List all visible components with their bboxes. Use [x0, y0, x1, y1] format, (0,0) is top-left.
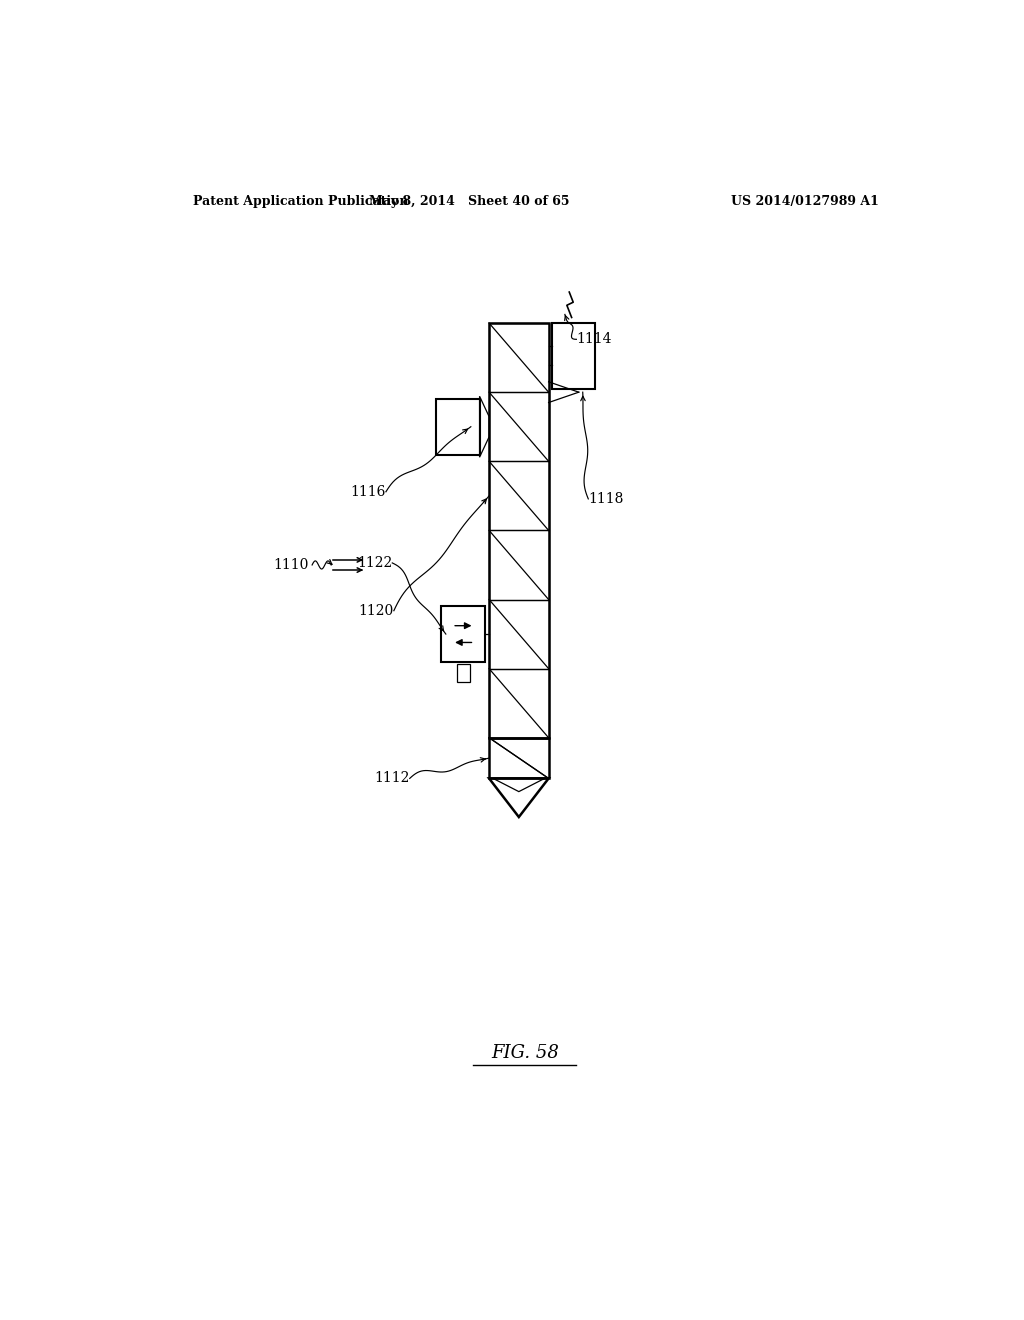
- Bar: [489, 738, 549, 779]
- Text: 1118: 1118: [588, 492, 624, 506]
- Text: May 8, 2014   Sheet 40 of 65: May 8, 2014 Sheet 40 of 65: [369, 194, 569, 207]
- Bar: [489, 392, 549, 461]
- Text: 1120: 1120: [358, 603, 394, 618]
- Bar: [457, 664, 470, 682]
- Bar: [489, 669, 549, 738]
- Text: 1114: 1114: [577, 333, 612, 346]
- Bar: [489, 461, 549, 531]
- Text: FIG. 58: FIG. 58: [490, 1044, 559, 1061]
- Text: 1116: 1116: [350, 484, 386, 499]
- Text: 1110: 1110: [273, 558, 309, 572]
- Bar: [441, 606, 485, 663]
- Bar: [552, 322, 595, 388]
- Bar: [489, 531, 549, 599]
- Text: US 2014/0127989 A1: US 2014/0127989 A1: [731, 194, 879, 207]
- Text: 1112: 1112: [375, 771, 410, 785]
- Bar: [436, 399, 479, 454]
- Bar: [489, 323, 549, 392]
- Bar: [489, 323, 549, 738]
- Text: Patent Application Publication: Patent Application Publication: [194, 194, 409, 207]
- Text: 1122: 1122: [357, 556, 392, 570]
- Bar: [489, 599, 549, 669]
